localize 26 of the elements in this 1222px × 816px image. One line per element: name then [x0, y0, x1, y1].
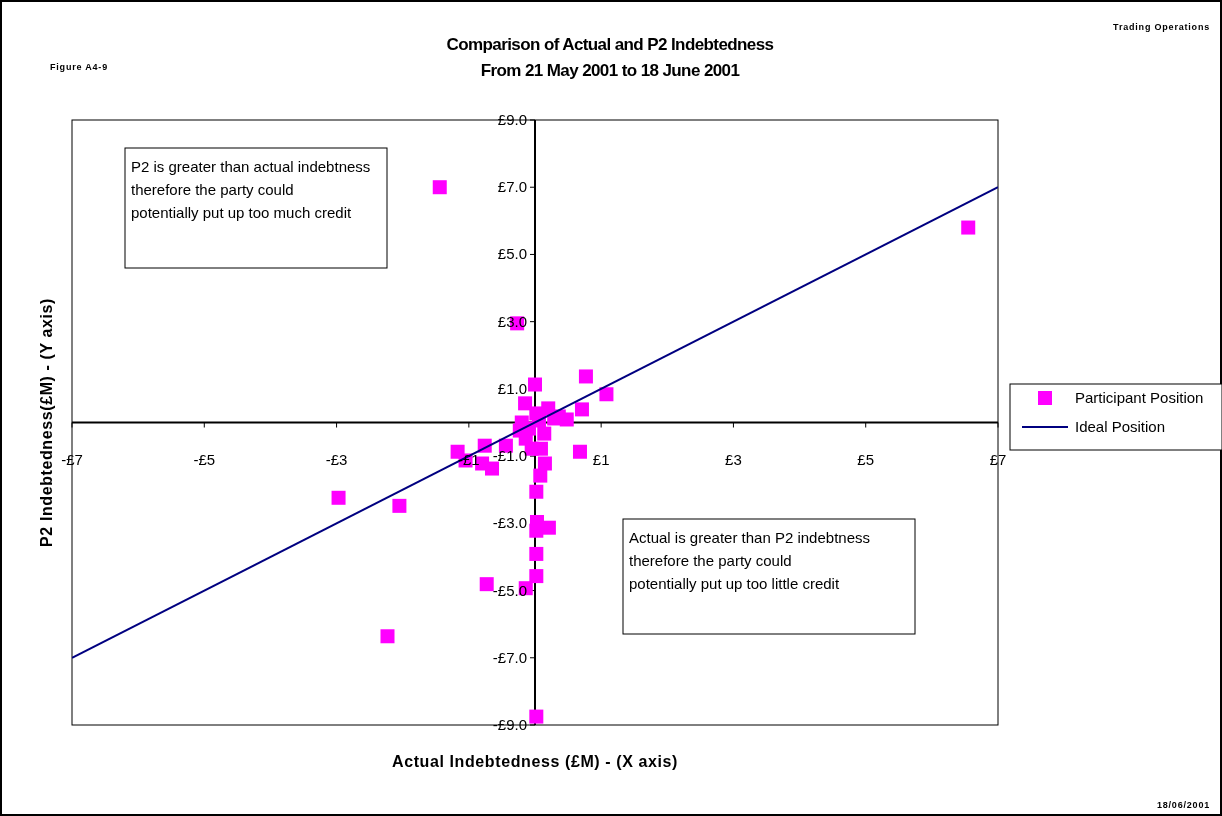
caption: Figure A4-9	[50, 62, 108, 72]
x-tick-label: -£3	[325, 450, 348, 468]
chart-subtitle: From 21 May 2001 to 18 June 2001	[480, 61, 740, 80]
x-tick-label: -£7	[61, 450, 83, 468]
legend-label: Participant Position	[1075, 389, 1204, 406]
x-axis-title: Actual Indebtedness (£M) - (X axis)	[392, 753, 678, 770]
legend-label: Ideal Position	[1075, 418, 1166, 435]
x-tick-label: £7	[989, 450, 1007, 468]
y-tick-label: -£9.0	[492, 716, 527, 733]
text: Trading Operations	[1113, 22, 1210, 32]
y-tick-label: £9.0	[497, 111, 527, 128]
y-tick-label: -£1.0	[492, 447, 527, 465]
y-axis-title: P2 Indebtedness(£M) - (Y axis)	[38, 298, 55, 547]
annotation: Actual is greater than P2 indebtness therefore the party could potentially put up too little credit	[629, 529, 870, 592]
y-tick-label: £1.0	[497, 379, 527, 397]
x-tick-label: £1	[592, 450, 610, 468]
y-tick-label: £7.0	[497, 178, 527, 196]
x-tick-label: £5	[857, 450, 875, 468]
x-tick-label: -£5	[193, 450, 216, 468]
annotation: P2 is greater than actual indebtness therefore the party could potentially put up too much credit	[131, 158, 371, 221]
y-tick-label: -£7.0	[492, 648, 527, 666]
chart-title: Comparison of Actual and P2 Indebtedness	[446, 35, 774, 54]
y-tick-label: -£3.0	[492, 514, 527, 532]
x-tick-label: £3	[725, 450, 742, 468]
text: 18/06/2001	[1156, 800, 1210, 810]
y-tick-label: £5.0	[497, 245, 527, 263]
